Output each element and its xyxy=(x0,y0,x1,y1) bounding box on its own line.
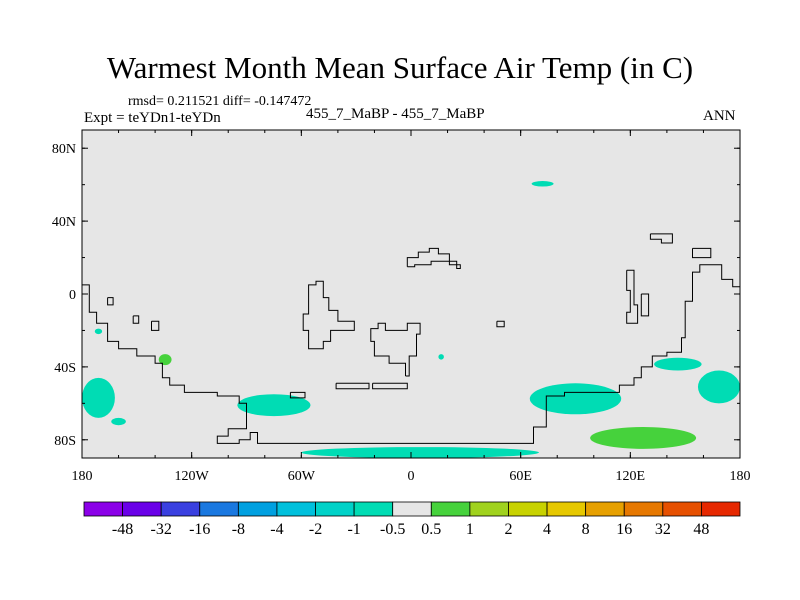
colorbar-label: -32 xyxy=(151,521,172,538)
coastline xyxy=(132,315,140,324)
cases-label: 455_7_MaBP - 455_7_MaBP xyxy=(306,106,485,122)
colorbar-swatch xyxy=(701,501,741,517)
anomaly-patch xyxy=(94,328,103,335)
colorbar-swatch xyxy=(237,501,278,517)
coastline xyxy=(626,269,639,324)
coastline xyxy=(692,247,712,259)
colorbar-swatch xyxy=(662,501,702,517)
y-tick-label: 80S xyxy=(54,434,76,449)
colorbar-swatch xyxy=(508,501,548,517)
coastline xyxy=(151,320,160,331)
anomaly-patch xyxy=(438,354,444,360)
coastline xyxy=(302,280,355,350)
colorbar-swatch xyxy=(160,501,201,517)
anomaly-patch xyxy=(590,427,697,449)
colorbar-label: -1 xyxy=(347,521,360,538)
x-tick-label: 180 xyxy=(72,469,93,484)
colorbar-swatch xyxy=(585,501,625,517)
anomaly-patch xyxy=(529,383,622,415)
colorbar-label: 2 xyxy=(504,521,512,538)
colorbar-swatch xyxy=(122,501,162,517)
coastline xyxy=(649,233,673,244)
coastline xyxy=(289,391,306,399)
colorbar-label: -0.5 xyxy=(380,521,405,538)
x-tick-label: 180 xyxy=(730,469,751,484)
y-tick-label: 40N xyxy=(52,215,76,230)
colorbar-swatch xyxy=(276,501,316,517)
coastline xyxy=(496,320,505,328)
anomaly-patch xyxy=(82,377,115,418)
colorbar-swatch xyxy=(83,501,123,517)
anomaly-patch xyxy=(237,394,311,417)
colorbar-swatch xyxy=(469,501,509,517)
colorbar-label: -8 xyxy=(232,521,245,538)
colorbar-label: -2 xyxy=(309,521,322,538)
x-tick-label: 60W xyxy=(288,469,316,484)
coastline xyxy=(640,293,650,317)
colorbar-swatch xyxy=(392,501,432,517)
x-tick-label: 120E xyxy=(616,469,646,484)
colorbar-label: 0.5 xyxy=(421,521,441,538)
colorbar-label: -16 xyxy=(189,521,210,538)
colorbar-swatch xyxy=(430,501,471,517)
colorbar: -48 -32 -16 -8 -4 -2 -1 -0.5 0.5 1 2 4 8 16 32 48 xyxy=(83,501,741,538)
colorbar-label: 32 xyxy=(655,521,671,538)
colorbar-swatch xyxy=(353,501,394,517)
experiment-label: Expt = teYDn1-teYDn xyxy=(84,110,221,126)
colorbar-label: 48 xyxy=(693,521,709,538)
anomaly-patch xyxy=(158,354,172,366)
colorbar-label: 8 xyxy=(582,521,590,538)
y-tick-label: 40S xyxy=(54,361,76,376)
coastline xyxy=(406,247,461,269)
colorbar-label: 4 xyxy=(543,521,551,538)
coastline xyxy=(372,382,408,390)
colorbar-label: 16 xyxy=(616,521,632,538)
colorbar-swatch xyxy=(623,501,664,517)
coastline xyxy=(335,382,370,390)
colorbar-swatch xyxy=(546,501,587,517)
stats-line: rmsd= 0.211521 diff= -0.147472 xyxy=(128,94,312,109)
colorbar-swatch xyxy=(315,501,355,517)
map-plot-area: 180 120W 60W 0 60E 120E 180 80N 40N 0 40S 80S xyxy=(52,129,751,484)
anomaly-patch xyxy=(531,181,554,187)
figure-title: Warmest Month Mean Surface Air Temp (in … xyxy=(106,50,694,85)
x-tick-label: 120W xyxy=(175,469,210,484)
y-tick-label: 0 xyxy=(69,288,76,303)
colorbar-label: -48 xyxy=(112,521,133,538)
colorbar-swatch xyxy=(199,501,239,517)
period-label: ANN xyxy=(703,108,736,124)
coastline xyxy=(107,297,114,306)
y-tick-label: 80N xyxy=(52,142,76,157)
colorbar-label: -4 xyxy=(270,521,283,538)
x-tick-label: 60E xyxy=(509,469,532,484)
coastline xyxy=(370,322,421,377)
anomaly-patch xyxy=(301,447,539,458)
coastline xyxy=(82,264,740,444)
x-tick-label: 0 xyxy=(408,469,415,484)
anomaly-patch xyxy=(697,370,740,404)
anomaly-patch xyxy=(654,357,702,371)
anomaly-patch xyxy=(111,417,126,426)
colorbar-label: 1 xyxy=(466,521,474,538)
map-content xyxy=(82,181,740,458)
